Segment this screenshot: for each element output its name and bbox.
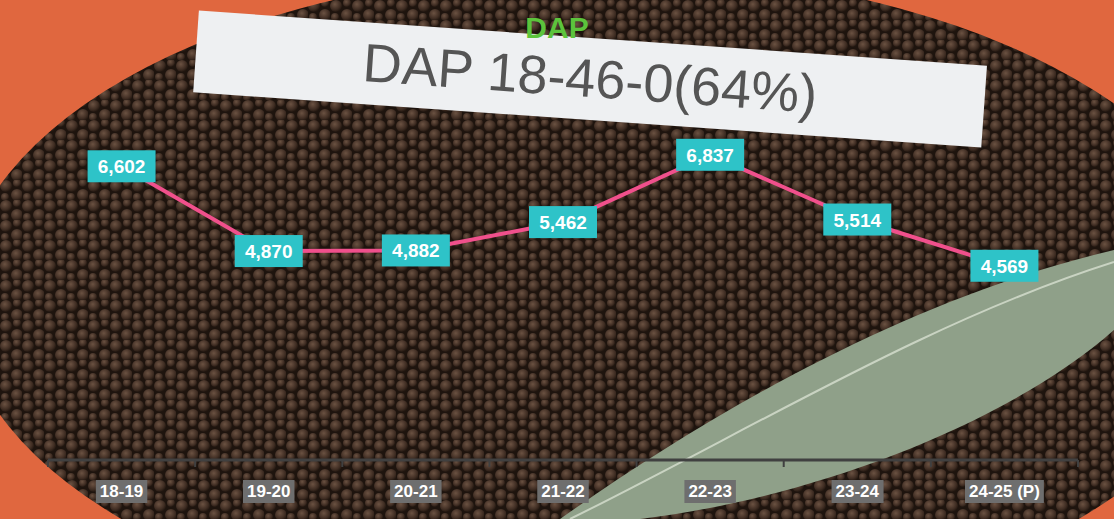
x-tick-label-group: 19-20 (243, 480, 294, 503)
data-label-box (529, 206, 597, 238)
x-tick-label-group: 22-23 (684, 480, 735, 503)
data-label-box (235, 235, 303, 267)
chart: DAP 18-46-0(64%)DAP 18-19 19-20 20-21 21-22 2… (0, 0, 1114, 519)
data-label-box (970, 250, 1038, 282)
data-label-group: 4,882 (382, 234, 450, 266)
x-tick (341, 460, 343, 467)
x-tick (488, 460, 490, 467)
x-tick-label-group: 23-24 (832, 480, 884, 503)
x-tick (47, 460, 49, 467)
x-tick-label-bg (965, 480, 1044, 503)
data-label-box (676, 139, 744, 171)
x-tick-label-group: 18-19 (96, 480, 147, 503)
data-label: 4,569 (981, 256, 1029, 277)
data-label-box (382, 234, 450, 266)
data-label-group: 5,514 (823, 204, 891, 236)
x-tick-label-bg (832, 480, 884, 503)
data-label: 4,882 (392, 240, 440, 261)
x-tick-label-bg (96, 480, 147, 503)
data-label-group: 5,462 (529, 206, 597, 238)
title: DAP (525, 11, 588, 44)
x-tick-label-group: 24-25 (P) (965, 480, 1044, 503)
x-tick-label-bg (390, 480, 441, 503)
data-label-group: 6,837 (676, 139, 744, 171)
annotation: DAP 18-46-0(64%) (361, 32, 819, 124)
data-label: 4,870 (245, 241, 293, 262)
data-label-group: 4,870 (235, 235, 303, 267)
x-tick-label-group: 21-22 (537, 480, 588, 503)
data-label: 6,602 (98, 156, 146, 177)
leaf-vein (570, 262, 1114, 519)
x-tick (783, 460, 785, 467)
x-tick-label: 20-21 (394, 482, 437, 501)
granule-bed (0, 0, 1114, 519)
x-tick-label-group: 20-21 (390, 480, 441, 503)
tag-paper (193, 11, 987, 148)
x-tick (194, 460, 196, 467)
x-tick (930, 460, 932, 467)
data-label-group: 6,602 (88, 150, 156, 182)
x-tick (1077, 460, 1079, 467)
data-label-box (823, 204, 891, 236)
data-label-group: 4,569 (970, 250, 1038, 282)
data-label: 6,837 (686, 145, 734, 166)
x-tick (636, 460, 638, 467)
x-tick-label: 19-20 (247, 482, 290, 501)
x-tick-label-bg (684, 480, 735, 503)
x-tick-label: 24-25 (P) (969, 482, 1040, 501)
data-label-box (88, 150, 156, 182)
series-line (122, 155, 1005, 266)
x-tick-label: 18-19 (100, 482, 143, 501)
x-tick-label-bg (243, 480, 294, 503)
plot-area (122, 155, 1005, 266)
leaf (560, 250, 1114, 519)
x-tick-label: 22-23 (688, 482, 731, 501)
x-tick-label-bg (537, 480, 588, 503)
x-axis (48, 459, 1078, 462)
x-tick-label: 21-22 (541, 482, 584, 501)
x-tick-label: 23-24 (836, 482, 880, 501)
data-label: 5,514 (834, 210, 882, 231)
tag: DAP 18-46-0(64%) (193, 11, 987, 148)
data-label: 5,462 (539, 212, 587, 233)
